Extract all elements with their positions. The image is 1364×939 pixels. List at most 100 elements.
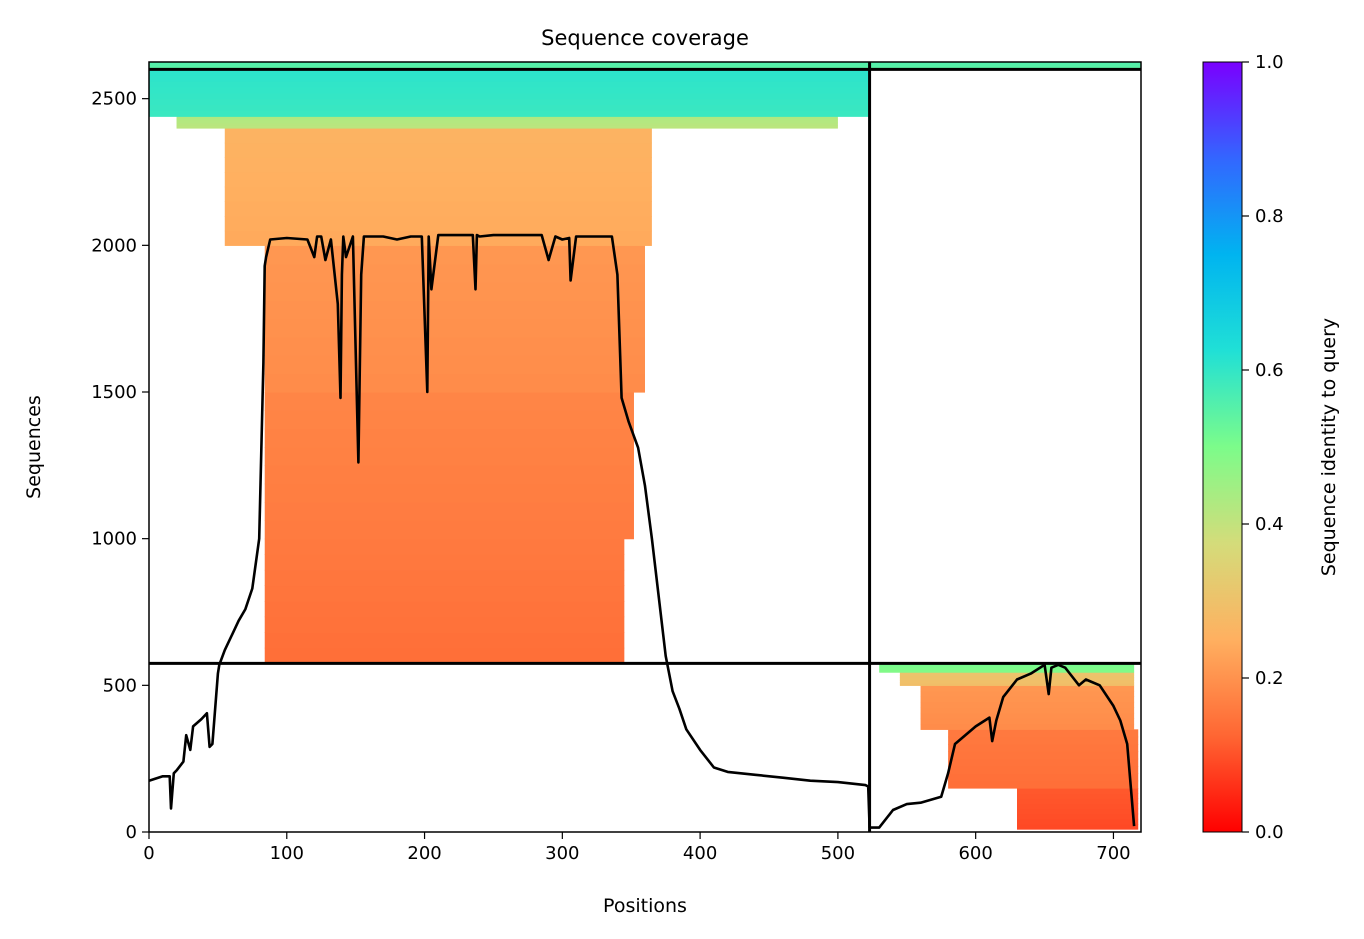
coverage-band [1017,803,1139,810]
coverage-band [879,664,1135,667]
x-tick-label: 400 [683,843,717,864]
coverage-band [176,125,838,128]
coverage-band [879,671,1135,673]
coverage-band [264,245,645,265]
coverage-band [149,64,1141,67]
coverage-band [948,758,1139,767]
colorbar-tick-label: 0.6 [1255,360,1284,381]
coverage-band [176,120,838,123]
y-tick-label: 0 [126,822,137,843]
coverage-band [948,766,1139,774]
coverage-band [920,696,1135,703]
coverage-band [149,69,870,76]
coverage-heatmap [149,62,1141,830]
chart-title: Sequence coverage [541,26,749,50]
y-axis-label: Sequences [23,395,45,499]
coverage-band [264,465,634,485]
coverage-band [264,502,634,521]
colorbar-ticks: 0.0 0.2 0.4 0.6 0.8 1.0 [1242,52,1284,843]
coverage-band [176,122,838,125]
coverage-band [224,216,652,232]
coverage-band [149,75,870,82]
coverage-band [264,616,625,633]
coverage-band [948,780,1139,789]
colorbar-tick-label: 1.0 [1255,52,1284,73]
x-tick-label: 300 [545,843,579,864]
coverage-band [920,701,1135,708]
coverage-band [149,62,1141,65]
y-tick-label: 2000 [91,235,137,256]
coverage-band [264,483,634,503]
coverage-band [176,126,838,129]
coverage-band [264,337,645,356]
coverage-band [176,117,838,120]
coverage-band [264,585,625,602]
coverage-band [224,172,652,188]
coverage-band [920,707,1135,714]
coverage-band [149,81,870,88]
coverage-band [264,263,645,283]
coverage-band [264,601,625,618]
coverage-band [224,128,652,144]
coverage-band [264,392,634,411]
x-axis-ticks: 0 100 200 300 400 500 600 700 [143,832,1131,864]
coverage-band [264,355,645,375]
coverage-band [1017,793,1139,799]
coverage-band [264,632,625,649]
x-tick-label: 0 [143,843,154,864]
coverage-band [920,690,1135,697]
coverage-band [149,110,870,117]
coverage-band [920,712,1135,719]
coverage-band [1017,808,1139,815]
colorbar-label: Sequence identity to query [1318,318,1340,576]
coverage-band [920,685,1135,692]
coverage-band [149,104,870,111]
y-tick-label: 1500 [91,382,137,403]
coverage-band [224,157,652,173]
coverage-band [149,98,870,106]
coverage-band [879,668,1135,671]
coverage-band [899,672,1135,675]
plot-frame [148,61,1142,833]
coverage-band [879,667,1135,670]
y-tick-label: 500 [103,675,137,696]
coverage-band [264,373,645,393]
coverage-band [176,123,838,126]
coverage-band [149,62,1141,64]
coverage-band [149,63,1141,66]
coverage-band [1017,818,1139,825]
coverage-band [899,683,1135,686]
coverage-band [899,675,1135,678]
coverage-band [264,318,645,338]
coverage-line-group [149,233,1136,829]
colorbar [1202,61,1243,833]
coverage-band [176,116,838,119]
coverage-band [264,554,625,571]
colorbar-tick-label: 0.0 [1255,822,1284,843]
coverage-band [879,665,1135,668]
colorbar-tick-label: 0.4 [1255,514,1284,535]
x-tick-label: 200 [407,843,441,864]
coverage-band [149,86,870,94]
x-tick-label: 500 [821,843,855,864]
coverage-band [176,119,838,122]
coverage-band [920,718,1135,725]
coverage-band [899,682,1135,685]
coverage-band [879,669,1135,672]
coverage-band [264,410,634,430]
coverage-band [948,736,1139,745]
y-tick-label: 2500 [91,89,137,110]
x-tick-label: 600 [958,843,992,864]
coverage-band [224,186,652,202]
y-axis-ticks: 0 500 1000 1500 2000 2500 [91,89,149,843]
coverage-band [1017,813,1139,820]
coverage-band [264,428,634,448]
chain-boundaries [149,62,1141,832]
coverage-band [149,66,1141,69]
coverage-band [264,300,645,320]
coverage-band [920,723,1135,730]
coverage-band [264,538,625,555]
coverage-band [1017,798,1139,804]
x-tick-label: 100 [270,843,304,864]
coverage-band [264,520,634,540]
